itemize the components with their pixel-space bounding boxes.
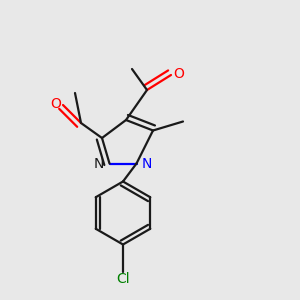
Text: O: O [173, 67, 184, 80]
Text: N: N [94, 157, 104, 170]
Text: N: N [142, 157, 152, 170]
Text: Cl: Cl [116, 272, 130, 286]
Text: O: O [50, 97, 61, 110]
